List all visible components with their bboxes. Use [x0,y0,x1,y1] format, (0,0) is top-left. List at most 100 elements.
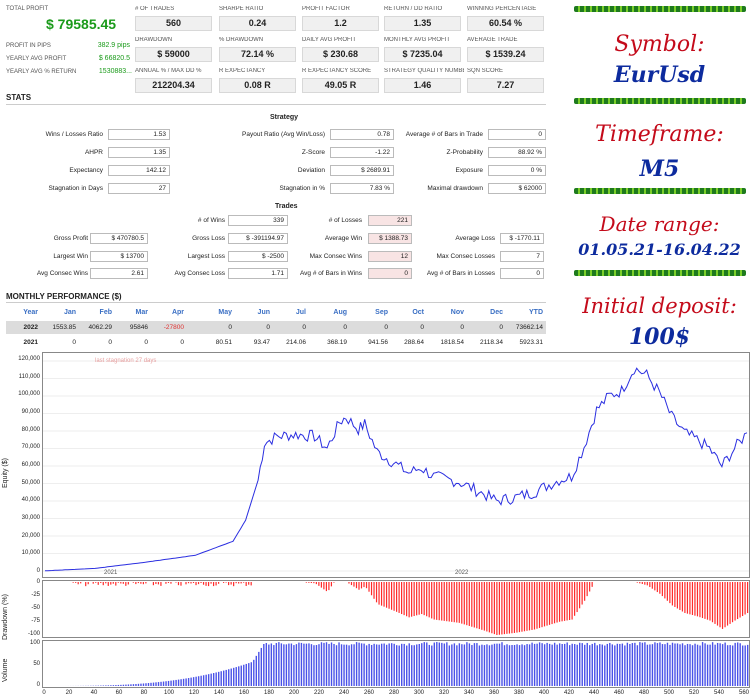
strategy-value: 142.12 [108,165,170,176]
volume-bar [185,678,187,686]
drawdown-bar [325,582,327,592]
drawdown-bar [726,582,729,626]
drawdown-bar [72,582,74,583]
drawdown-bar [706,582,709,620]
metric-value: 212204.34 [135,78,212,93]
drawdown-bar [516,582,518,633]
equity-ytick: 0 [36,568,40,574]
volume-bar [526,644,528,686]
stars-divider-1 [574,6,746,12]
strategy-value: 88.92 % [488,147,546,158]
metric-label: DAILY AVG PROFIT [302,37,357,43]
drawdown-ytick: -25 [31,592,40,598]
wins-label: # of Wins [197,217,225,224]
volume-bar [255,655,257,686]
x-tick: 460 [613,690,624,696]
drawdown-bar [125,582,127,586]
drawdown-bar [699,582,701,618]
drawdown-bar [132,582,134,583]
volume-bar [528,644,531,686]
drawdown-bar [110,582,112,585]
volume-bar [375,644,378,686]
volume-bar [661,644,664,686]
volume-bar [120,684,122,686]
volume-bar [130,684,132,686]
strategy-value: $ 62000 [488,183,546,194]
metric-value: 0.08 R [219,78,296,93]
profit-pips-label: PROFIT IN PIPS [6,43,51,49]
volume-chart [42,640,750,688]
strategy-value: -1.22 [330,147,394,158]
month-header: Dec [490,309,503,316]
month-header: Year [23,309,38,316]
month-header: Aug [333,309,347,316]
month-value: 0 [384,324,388,331]
drawdown-bar [95,582,97,583]
volume-bar [586,642,588,686]
drawdown-bar [736,582,739,620]
drawdown-bar [463,582,465,625]
volume-bar [396,645,398,686]
volume-bar [458,643,461,686]
strategy-label: Stagnation in Days [48,185,103,192]
volume-bar [571,643,573,686]
volume-bar [581,643,583,686]
drawdown-bar [654,582,656,591]
volume-bar [343,644,345,686]
metric-value: 7.27 [467,78,544,93]
volume-bar [634,642,636,686]
drawdown-bar [310,582,312,583]
volume-bar [684,645,686,686]
drawdown-bar [431,582,433,619]
metric-value: $ 230.68 [302,47,379,62]
drawdown-bar [556,582,558,623]
trades-title: Trades [275,203,298,210]
volume-bar [518,645,521,686]
drawdown-bar [686,582,689,614]
drawdown-bar [245,582,247,586]
volume-bar [401,643,403,686]
equity-ytick: 100,000 [18,391,40,398]
drawdown-bar [694,582,696,616]
volume-bar [631,643,634,686]
drawdown-bar [714,582,716,624]
x-tick: 140 [213,690,224,696]
strategy-value: 0.78 [330,129,394,140]
strategy-label: Average # of Bars in Trade [405,131,483,138]
volume-bar [318,644,320,686]
drawdown-bar [152,582,155,586]
month-value: 0 [72,339,76,346]
volume-bar [190,677,192,686]
drawdown-bar [233,582,235,587]
volume-bar [265,643,268,686]
drawdown-bar [523,582,526,632]
drawdown-bar [584,582,586,601]
yearly-avg-return-value: 1530883... [98,68,132,75]
drawdown-bar [385,582,388,608]
volume-bar [350,644,353,686]
drawdown-bar [446,582,448,622]
strategy-label: Wins / Losses Ratio [45,131,103,138]
volume-bar [483,645,486,686]
drawdown-bar [676,582,678,609]
stars-divider-2 [574,98,746,104]
strategy-label: AHPR [84,149,103,156]
volume-bar [576,644,578,686]
month-value: 2022 [23,324,38,331]
volume-bar [498,643,501,686]
volume-bar [283,644,285,686]
volume-bar [681,643,684,686]
volume-bar [531,642,533,686]
volume-bar [541,643,543,686]
volume-bar [182,678,185,686]
volume-bar [446,642,448,686]
largest-win-value: $ 13700 [90,251,148,262]
strategy-value: 0 % [488,165,546,176]
drawdown-bar [107,582,109,586]
volume-bar [288,643,290,686]
drawdown-bar [375,582,378,603]
drawdown-bar [659,582,661,594]
volume-bar [433,642,436,686]
drawdown-bar [406,582,408,617]
metric-label: DRAWDOWN [135,37,173,43]
